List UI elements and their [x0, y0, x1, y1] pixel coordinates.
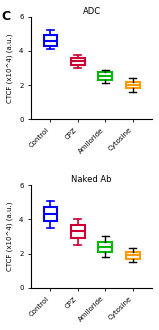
Text: C: C [2, 10, 11, 23]
Y-axis label: CTCF (x10^4) (a.u.): CTCF (x10^4) (a.u.) [7, 202, 14, 271]
Title: Naked Ab: Naked Ab [71, 176, 112, 184]
Title: ADC: ADC [83, 7, 101, 16]
Y-axis label: CTCF (x10^4) (a.u.): CTCF (x10^4) (a.u.) [7, 33, 14, 103]
